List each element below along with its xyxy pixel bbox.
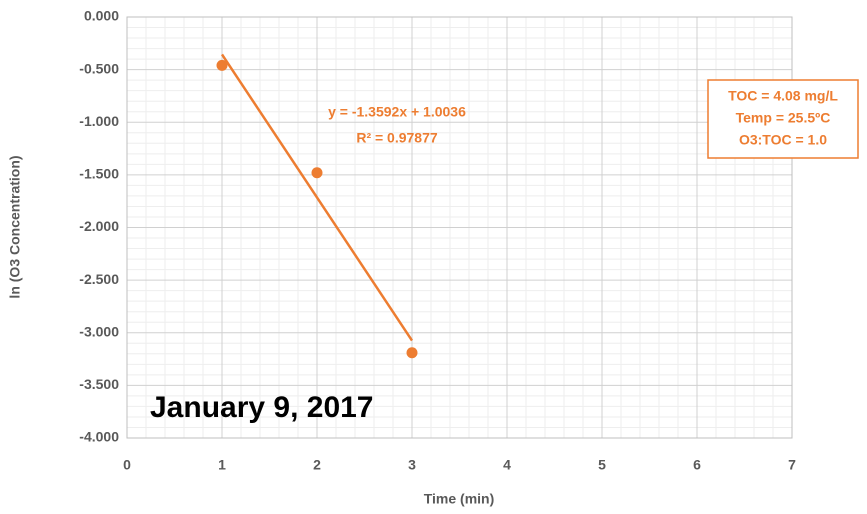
data-point xyxy=(406,347,418,359)
y-tick-label: -1.500 xyxy=(79,166,119,182)
x-tick-label: 3 xyxy=(408,457,416,473)
y-tick-label: -1.000 xyxy=(79,113,119,129)
y-axis-title: ln (O3 Concentration) xyxy=(7,155,23,298)
date-annotation: January 9, 2017 xyxy=(150,391,374,424)
annotation-text: Temp = 25.5ºC xyxy=(736,110,831,126)
y-tick-label: -3.500 xyxy=(79,376,119,392)
annotation-text: O3:TOC = 1.0 xyxy=(739,132,827,148)
x-tick-label: 7 xyxy=(788,457,796,473)
x-tick-label: 2 xyxy=(313,457,321,473)
trendline-equation: y = -1.3592x + 1.0036 xyxy=(328,104,466,120)
y-tick-label: -4.000 xyxy=(79,429,119,445)
y-tick-label: -0.500 xyxy=(79,60,119,76)
x-tick-label: 6 xyxy=(693,457,701,473)
y-tick-label: 0.000 xyxy=(84,8,119,24)
data-point xyxy=(311,167,323,179)
trendline-r-squared: R² = 0.97877 xyxy=(356,130,438,146)
y-tick-label: -3.000 xyxy=(79,323,119,339)
x-axis-title: Time (min) xyxy=(424,491,495,507)
annotation-box xyxy=(707,79,859,159)
x-tick-label: 1 xyxy=(218,457,226,473)
data-point xyxy=(216,59,228,71)
annotation-text: TOC = 4.08 mg/L xyxy=(728,88,838,104)
x-tick-label: 4 xyxy=(503,457,511,473)
x-tick-label: 0 xyxy=(123,457,131,473)
trendline xyxy=(220,53,414,342)
x-tick-label: 5 xyxy=(598,457,606,473)
y-tick-label: -2.500 xyxy=(79,271,119,287)
y-tick-label: -2.000 xyxy=(79,218,119,234)
plot-frame xyxy=(126,16,793,439)
